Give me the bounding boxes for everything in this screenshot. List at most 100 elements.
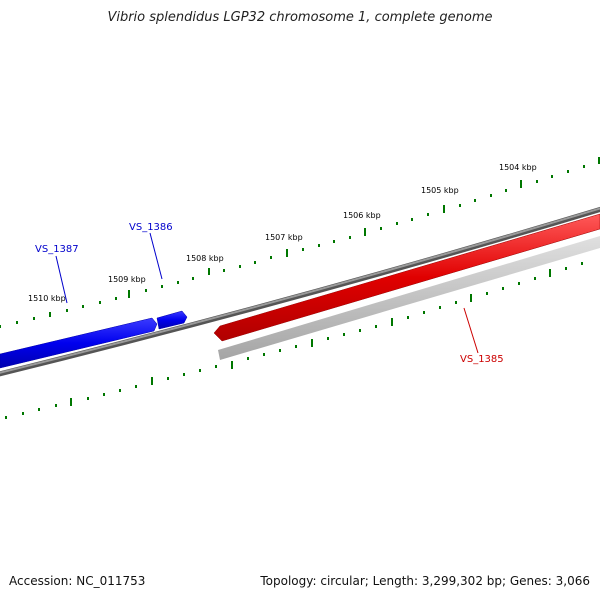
map-title: Vibrio splendidus LGP32 chromosome 1, co… <box>107 10 493 25</box>
tick <box>364 228 366 236</box>
tick <box>327 337 329 340</box>
tick <box>151 377 153 385</box>
tick <box>486 292 488 295</box>
tick <box>286 249 288 257</box>
tick <box>66 309 68 312</box>
tick <box>391 318 393 326</box>
tick <box>82 305 84 308</box>
tick <box>208 268 210 275</box>
tick <box>581 262 583 265</box>
tick <box>427 213 429 216</box>
tick <box>22 412 24 415</box>
tick <box>583 165 585 168</box>
gene-label-vs-1386[interactable]: VS_1386 <box>129 222 173 233</box>
tick <box>247 357 249 360</box>
tick <box>423 311 425 314</box>
tick <box>215 365 217 368</box>
tick <box>439 306 441 309</box>
leader-line-vs-1387 <box>55 255 68 304</box>
tick-label-1508: 1508 kbp <box>186 254 224 263</box>
tick-label-1506: 1506 kbp <box>343 211 381 220</box>
tick <box>279 349 281 352</box>
tick <box>270 256 272 259</box>
scale-labels: 1504 kbp 1505 kbp 1506 kbp 1507 kbp 1508… <box>28 163 537 303</box>
tick <box>33 317 35 320</box>
tick-label-1504: 1504 kbp <box>499 163 537 172</box>
accession-text: Accession: NC_011753 <box>9 574 146 588</box>
genome-summary-text: Topology: circular; Length: 3,299,302 bp… <box>260 574 590 588</box>
tick-label-1505: 1505 kbp <box>421 186 459 195</box>
tick <box>199 369 201 372</box>
tick <box>16 321 18 324</box>
tick <box>520 180 522 188</box>
tick <box>502 287 504 290</box>
tick <box>396 222 398 225</box>
tick <box>55 404 57 407</box>
tick <box>5 416 7 419</box>
tick <box>223 269 225 272</box>
tick <box>128 290 130 298</box>
tick <box>231 361 233 369</box>
gene-vs-1386[interactable] <box>156 310 188 330</box>
tick <box>474 199 476 202</box>
tick <box>343 333 345 336</box>
leader-line-vs-1386 <box>149 232 163 280</box>
gene-vs-1385[interactable] <box>213 213 600 342</box>
chromosome-backbone-highlight <box>0 207 600 374</box>
tick <box>375 325 377 328</box>
tick <box>115 297 117 300</box>
tick <box>103 393 105 396</box>
tick <box>135 385 137 388</box>
tick <box>534 277 536 280</box>
gene-arrow-vs-1385 <box>213 213 600 342</box>
tick <box>380 227 382 230</box>
tick <box>459 204 461 207</box>
tick <box>318 244 320 247</box>
tick <box>87 397 89 400</box>
tick <box>549 269 551 277</box>
inner-tick-ring <box>5 262 583 419</box>
tick <box>145 289 147 292</box>
tick <box>490 194 492 197</box>
tick <box>239 265 241 268</box>
tick <box>183 373 185 376</box>
tick <box>349 236 351 239</box>
gene-arrow-vs-1387 <box>0 317 158 369</box>
tick-label-1510: 1510 kbp <box>28 294 66 303</box>
tick <box>407 316 409 319</box>
tick <box>192 277 194 280</box>
tick <box>177 281 179 284</box>
tick <box>359 329 361 332</box>
tick <box>70 398 72 406</box>
gene-label-vs-1387[interactable]: VS_1387 <box>35 244 79 255</box>
tick <box>302 248 304 251</box>
tick <box>443 205 445 213</box>
tick <box>295 345 297 348</box>
tick <box>254 261 256 264</box>
tick <box>49 312 51 317</box>
tick <box>311 339 313 347</box>
tick <box>505 189 507 192</box>
gene-label-vs-1385[interactable]: VS_1385 <box>460 354 504 365</box>
tick <box>551 175 553 178</box>
tick <box>99 301 101 304</box>
tick <box>598 157 600 164</box>
tick <box>518 282 520 285</box>
gene-vs-1387[interactable] <box>0 317 158 369</box>
tick-label-1507: 1507 kbp <box>265 233 303 242</box>
leader-line-vs-1385 <box>463 307 479 354</box>
tick <box>38 408 40 411</box>
tick <box>119 389 121 392</box>
tick-label-1509: 1509 kbp <box>108 275 146 284</box>
gc-track <box>218 236 600 360</box>
tick <box>536 180 538 183</box>
tick <box>470 294 472 302</box>
tick <box>263 353 265 356</box>
tick <box>411 218 413 221</box>
tick <box>161 285 163 288</box>
tick <box>565 267 567 270</box>
tick <box>567 170 569 173</box>
outer-tick-ring <box>0 157 600 328</box>
tick <box>333 240 335 243</box>
